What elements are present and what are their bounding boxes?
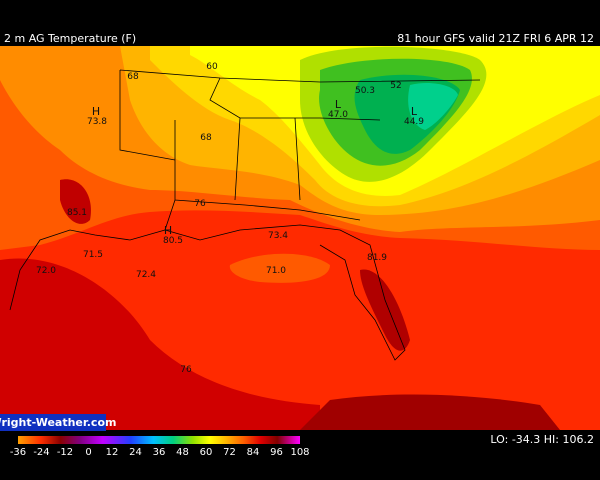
colorbar-tick-label: 48 [176,447,189,458]
map-label: 81.9 [367,253,387,263]
map-label: 50.3 [355,86,375,96]
map-label: H [164,224,172,237]
map-label: 76 [194,199,206,209]
colorbar-tick-label: 0 [85,447,91,458]
map-label: 71.5 [83,250,103,260]
temperature-field [0,46,600,430]
credit-box [0,414,106,431]
colorbar-tick-label: 96 [270,447,283,458]
colorbar-tick-label: 84 [247,447,260,458]
map-label: 52 [390,81,401,91]
map-label: 80.5 [163,236,183,246]
map-label: 72.0 [36,266,56,276]
map-label: 68 [127,72,139,82]
colorbar-tick-label: -24 [33,447,49,458]
colorbar-tick-label: -36 [10,447,26,458]
map-labels: 68 60 H 73.8 50.3 52 L 47.0 L 44.9 68 76… [36,62,424,375]
map-label: 73.4 [268,231,288,241]
run-info: 81 hour GFS valid 21Z FRI 6 APR 12 [397,32,594,45]
map-label: 68 [200,133,212,143]
colorbar-tick-label: 24 [129,447,142,458]
map-label: H [92,105,100,118]
colorbar-tick-label: 12 [106,447,119,458]
colorbar-tick-label: 36 [153,447,166,458]
map-label: 72.4 [136,270,156,280]
map-label: 60 [206,62,218,72]
colorbar [18,436,300,444]
colorbar-ticks: -36 -24 -12 0 12 24 36 48 60 72 84 96 108 [10,447,310,458]
colorbar-tick-label: 72 [223,447,236,458]
map-borders [9,69,481,361]
credit: Wright-Weather.com [0,416,116,429]
map-label: 76 [180,365,192,375]
map-label: 73.8 [87,117,107,127]
colorbar-tick-label: 108 [290,447,309,458]
extremes: LO: -34.3 HI: 106.2 [490,433,594,446]
map-label: L [411,105,418,118]
map-label: 85.1 [67,208,87,218]
title: 2 m AG Temperature (F) [4,32,136,45]
colorbar-tick-label: 60 [200,447,213,458]
map-label: 47.0 [328,110,348,120]
colorbar-tick-label: -12 [57,447,73,458]
map-label: L [335,98,342,111]
map-label: 44.9 [404,117,424,127]
map-label: 71.0 [266,266,286,276]
